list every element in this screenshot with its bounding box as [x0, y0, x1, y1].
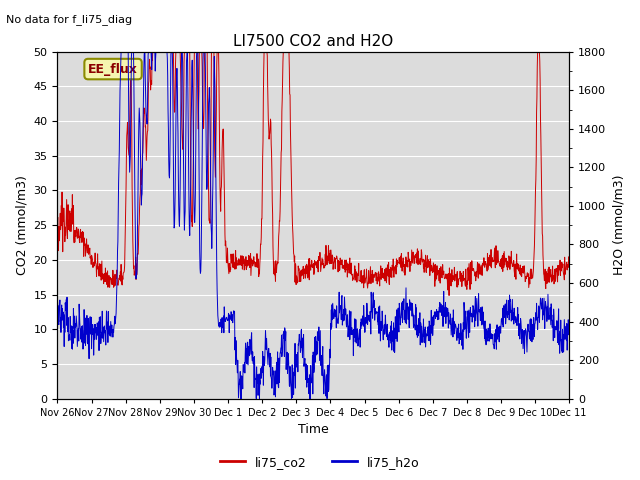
Y-axis label: CO2 (mmol/m3): CO2 (mmol/m3) [15, 175, 28, 275]
Title: LI7500 CO2 and H2O: LI7500 CO2 and H2O [233, 34, 394, 49]
Y-axis label: H2O (mmol/m3): H2O (mmol/m3) [612, 175, 625, 276]
X-axis label: Time: Time [298, 423, 329, 436]
Text: No data for f_li75_diag: No data for f_li75_diag [6, 14, 132, 25]
Legend: li75_co2, li75_h2o: li75_co2, li75_h2o [215, 451, 425, 474]
Text: EE_flux: EE_flux [88, 62, 138, 75]
